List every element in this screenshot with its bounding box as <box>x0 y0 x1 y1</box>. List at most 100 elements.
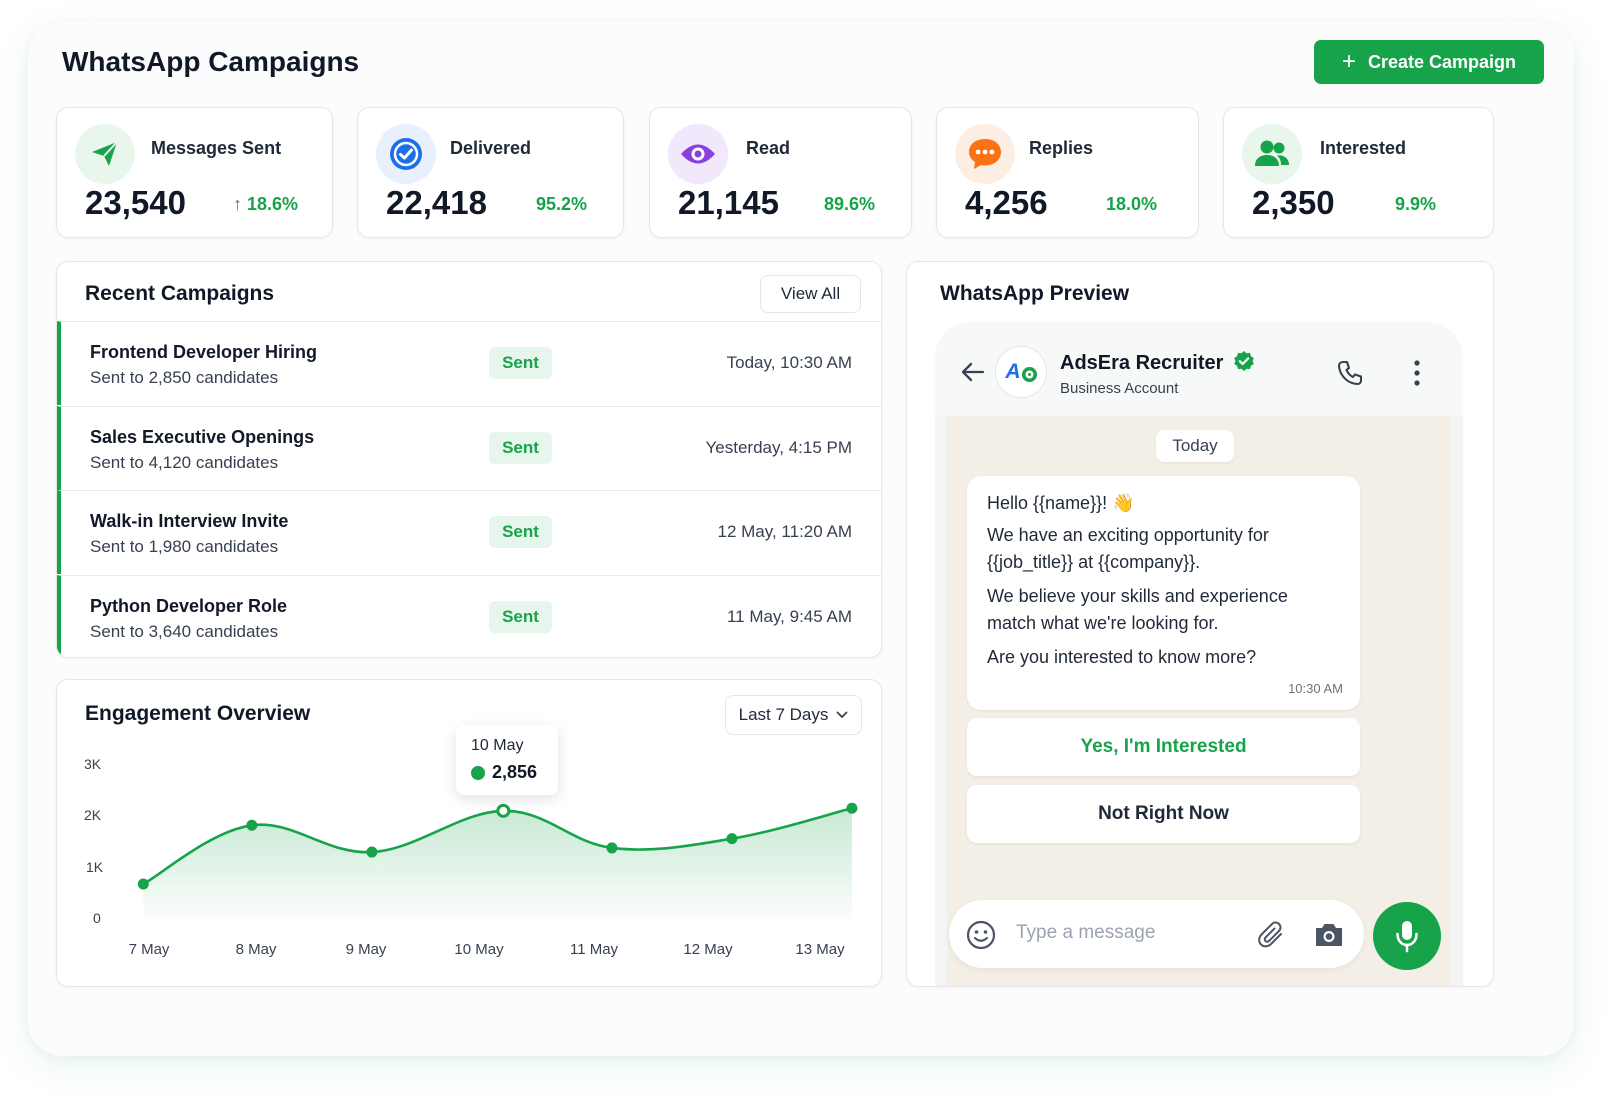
chart-data-point[interactable] <box>496 803 511 818</box>
stat-card-replies: Replies 4,256 18.0% <box>936 107 1199 238</box>
phone-mockup: A AdsEra Recruiter Business Account Toda… <box>935 322 1463 986</box>
campaign-row[interactable]: Frontend Developer Hiring Sent to 2,850 … <box>57 321 881 405</box>
stat-label: Replies <box>1029 138 1094 158</box>
attachment-icon[interactable] <box>1255 919 1287 951</box>
campaign-recipients: Sent to 4,120 candidates <box>90 453 279 472</box>
engagement-title: Engagement Overview <box>85 702 311 725</box>
plus-icon: + <box>1341 48 1356 75</box>
y-tick-label: 0 <box>93 910 101 926</box>
chart-area-fill <box>143 808 852 919</box>
stat-label: Interested <box>1320 138 1407 158</box>
stat-value: 22,418 <box>386 184 487 221</box>
chart-tooltip: 10 May 2,856 <box>456 725 558 795</box>
x-tick-label: 12 May <box>683 941 733 958</box>
y-tick-label: 1K <box>86 859 104 875</box>
message-line: {{job_title}} at {{company}}. <box>987 552 1201 572</box>
send-icon <box>75 124 135 184</box>
check-circle-icon <box>376 124 436 184</box>
reply-not-now-button[interactable]: Not Right Now <box>967 785 1360 843</box>
avatar: A <box>995 346 1047 398</box>
campaign-time: 12 May, 11:20 AM <box>717 522 853 541</box>
recent-campaigns-panel: Recent Campaigns View All Frontend Devel… <box>56 261 882 658</box>
avatar-letter: A <box>1005 360 1021 383</box>
contact-name: AdsEra Recruiter <box>1060 350 1255 375</box>
arrow-up-icon: ↑ <box>233 194 248 214</box>
campaign-recipients: Sent to 2,850 candidates <box>90 368 279 387</box>
status-badge: Sent <box>489 432 552 464</box>
verified-badge-icon <box>1234 351 1254 371</box>
chart-data-point[interactable] <box>366 846 378 858</box>
stat-label: Delivered <box>450 138 532 158</box>
campaign-recipients: Sent to 1,980 candidates <box>90 537 279 556</box>
engagement-chart <box>137 802 858 919</box>
message-line: Are you interested to know more? <box>987 647 1257 667</box>
campaign-row[interactable]: Python Developer Role Sent to 3,640 cand… <box>57 575 881 657</box>
eye-icon <box>668 124 728 184</box>
engagement-overview-panel: Engagement Overview Last 7 Days 3K 2K 1K… <box>56 679 882 987</box>
emoji-icon[interactable] <box>965 919 997 951</box>
message-line: match what we're looking for. <box>987 613 1219 633</box>
message-time: 10:30 AM <box>1288 681 1343 696</box>
status-badge: Sent <box>489 601 552 633</box>
stat-card-read: Read 21,145 89.6% <box>649 107 912 238</box>
message-input-placeholder[interactable]: Type a message <box>1016 922 1156 943</box>
mic-button[interactable] <box>1373 902 1441 970</box>
campaign-time: Today, 10:30 AM <box>726 353 852 372</box>
stat-change: 89.6% <box>824 194 876 214</box>
date-range-select[interactable]: Last 7 Days <box>725 695 862 735</box>
chat-bubble-icon <box>955 124 1015 184</box>
campaign-name: Python Developer Role <box>90 596 288 616</box>
campaign-row[interactable]: Walk-in Interview Invite Sent to 1,980 c… <box>57 490 881 574</box>
stat-change: ↑ 18.6% <box>233 194 299 214</box>
y-tick-label: 3K <box>84 756 102 772</box>
chat-area: Today Hello {{name}}! 👋 We have an excit… <box>947 416 1451 986</box>
chat-header: A AdsEra Recruiter Business Account <box>935 322 1463 416</box>
page-title: WhatsApp Campaigns <box>62 46 360 77</box>
recent-campaigns-title: Recent Campaigns <box>85 282 275 305</box>
more-options-icon[interactable] <box>1405 358 1429 388</box>
chevron-down-icon <box>836 711 848 718</box>
campaign-row[interactable]: Sales Executive Openings Sent to 4,120 c… <box>57 406 881 490</box>
chart-data-point[interactable] <box>726 833 738 845</box>
create-campaign-label: Create Campaign <box>1367 51 1517 72</box>
reply-interested-button[interactable]: Yes, I'm Interested <box>967 718 1360 776</box>
stat-change: 95.2% <box>536 194 588 214</box>
x-tick-label: 10 May <box>454 941 504 958</box>
preview-title: WhatsApp Preview <box>940 282 1130 305</box>
campaign-name: Sales Executive Openings <box>90 427 315 447</box>
view-all-button[interactable]: View All <box>760 275 861 313</box>
campaign-time: 11 May, 9:45 AM <box>726 607 852 626</box>
campaign-name: Frontend Developer Hiring <box>90 342 318 362</box>
stat-label: Messages Sent <box>151 138 282 158</box>
y-tick-label: 2K <box>84 807 102 823</box>
contact-subtitle: Business Account <box>1060 380 1179 397</box>
campaign-time: Yesterday, 4:15 PM <box>705 438 852 457</box>
message-line: We have an exciting opportunity for <box>987 525 1269 545</box>
stat-label: Read <box>746 138 791 158</box>
camera-icon[interactable] <box>1312 919 1346 951</box>
avatar-badge-icon <box>1021 366 1037 382</box>
back-arrow-icon[interactable] <box>959 358 987 386</box>
message-line: Hello {{name}}! 👋 <box>987 493 1135 513</box>
chart-data-point[interactable] <box>606 842 618 854</box>
x-tick-label: 11 May <box>569 941 619 958</box>
create-campaign-button[interactable]: + Create Campaign <box>1314 40 1544 84</box>
whatsapp-preview-panel: WhatsApp Preview A AdsEra Recruiter Busi… <box>906 261 1494 987</box>
chart-data-point[interactable] <box>246 819 258 831</box>
chart-data-point[interactable] <box>846 802 858 814</box>
x-tick-label: 9 May <box>345 941 387 958</box>
tooltip-value: 2,856 <box>492 762 538 782</box>
x-tick-label: 8 May <box>235 941 277 958</box>
status-badge: Sent <box>489 516 552 548</box>
phone-call-icon[interactable] <box>1335 358 1365 388</box>
message-input-bar[interactable]: Type a message <box>949 900 1364 968</box>
chart-data-point[interactable] <box>137 878 149 890</box>
stat-value: 4,256 <box>965 184 1048 221</box>
microphone-icon <box>1396 921 1418 953</box>
tooltip-dot <box>471 766 485 780</box>
stat-change: 9.9% <box>1395 194 1437 214</box>
x-tick-label: 7 May <box>128 941 170 958</box>
users-icon <box>1242 124 1302 184</box>
status-badge: Sent <box>489 347 552 379</box>
stat-value: 2,350 <box>1252 184 1335 221</box>
